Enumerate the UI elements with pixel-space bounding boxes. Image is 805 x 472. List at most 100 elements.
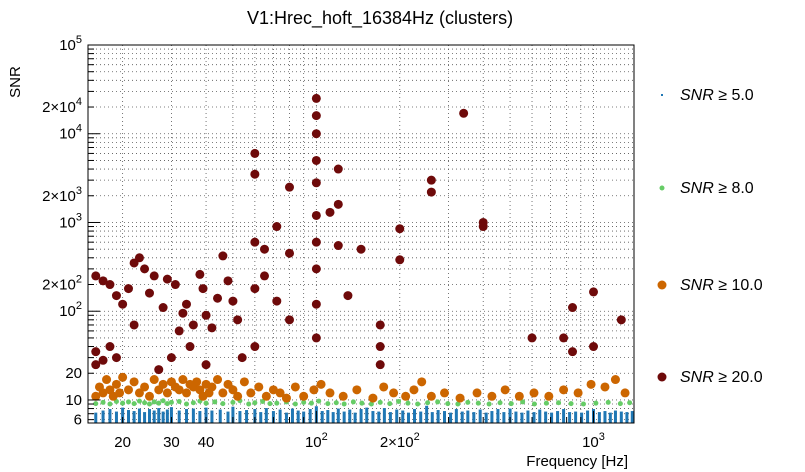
data-point xyxy=(311,111,321,121)
data-point xyxy=(316,379,326,389)
data-point xyxy=(111,353,121,363)
data-point xyxy=(478,222,488,232)
y-tick-label: 2×102 xyxy=(42,274,82,294)
data-point xyxy=(520,399,526,405)
data-point xyxy=(375,320,385,330)
data-point xyxy=(368,401,374,407)
series-3 xyxy=(91,93,626,375)
data-point xyxy=(100,399,106,405)
x-tick-label: 102 xyxy=(305,431,328,451)
data-point xyxy=(627,400,633,406)
data-point xyxy=(617,401,623,407)
data-point xyxy=(250,284,260,294)
legend-item: SNR ≥ 20.0 xyxy=(657,369,763,386)
data-point xyxy=(514,391,524,401)
data-point xyxy=(465,399,471,405)
data-point xyxy=(440,388,450,398)
y-tick-label: 103 xyxy=(59,211,82,231)
data-point xyxy=(239,377,249,387)
data-point xyxy=(185,342,195,352)
data-point xyxy=(218,251,228,261)
data-point xyxy=(341,401,347,407)
data-point xyxy=(192,377,202,387)
data-point xyxy=(426,187,436,197)
data-point xyxy=(123,385,133,395)
data-point xyxy=(246,401,252,407)
data-point xyxy=(333,400,339,406)
data-point xyxy=(181,388,191,398)
data-point xyxy=(284,182,294,192)
data-point xyxy=(356,244,366,254)
data-point xyxy=(93,401,99,407)
legend-marker xyxy=(657,372,667,382)
data-point xyxy=(170,280,180,290)
data-point xyxy=(396,399,402,405)
data-point xyxy=(213,375,223,385)
data-point xyxy=(107,401,113,407)
data-point xyxy=(395,224,405,234)
data-point xyxy=(190,400,196,406)
x-tick-label: 103 xyxy=(582,431,605,451)
data-point xyxy=(377,399,383,405)
data-point xyxy=(115,388,125,398)
axis-ticks: 20 30 40 102 2×102 103 6 10 20 102 2×102 103 2×103 10… xyxy=(42,34,605,451)
data-point xyxy=(593,400,599,406)
data-point xyxy=(250,148,260,158)
data-point xyxy=(237,353,247,363)
y-tick-label: 10 xyxy=(65,392,82,409)
series-0 xyxy=(94,405,634,423)
data-point xyxy=(151,399,157,405)
data-point xyxy=(201,310,211,320)
data-point xyxy=(174,326,184,336)
data-point xyxy=(350,399,356,405)
data-point xyxy=(543,400,549,406)
data-point xyxy=(325,388,335,398)
data-point xyxy=(259,271,269,281)
data-point xyxy=(311,333,321,343)
data-point xyxy=(368,393,378,403)
legend-item: SNR ≥ 10.0 xyxy=(657,277,763,294)
legend-label: SNR ≥ 8.0 xyxy=(680,180,754,197)
y-axis-label: SNR xyxy=(7,66,24,98)
data-point xyxy=(166,353,176,363)
data-point xyxy=(500,385,510,395)
plot-frame xyxy=(87,44,635,424)
data-point xyxy=(120,400,126,406)
data-point xyxy=(589,342,599,352)
data-point xyxy=(164,401,170,407)
data-point xyxy=(589,287,599,297)
data-point xyxy=(325,207,335,217)
data-point xyxy=(299,391,309,401)
data-point xyxy=(338,391,348,401)
data-point xyxy=(250,237,260,247)
data-point xyxy=(105,280,115,290)
data-point xyxy=(252,400,258,406)
data-point xyxy=(254,382,264,392)
data-point xyxy=(174,385,184,395)
data-point xyxy=(228,296,238,306)
data-point xyxy=(311,93,321,103)
series-2 xyxy=(91,372,630,403)
data-point xyxy=(568,303,578,313)
data-point xyxy=(415,401,421,407)
data-point xyxy=(140,264,150,274)
data-point xyxy=(426,391,436,401)
y-tick-label: 20 xyxy=(65,365,82,382)
legend-item: SNR ≥ 8.0 xyxy=(659,180,754,197)
data-point xyxy=(154,365,164,375)
legend: SNR ≥ 5.0 SNR ≥ 8.0 SNR ≥ 10.0 SNR ≥ 20.0 xyxy=(657,87,763,386)
data-point xyxy=(475,400,481,406)
data-point xyxy=(98,276,108,286)
data-point xyxy=(529,388,539,398)
data-point xyxy=(559,333,569,343)
legend-label: SNR ≥ 20.0 xyxy=(680,369,763,386)
data-point xyxy=(586,379,596,389)
data-point xyxy=(527,333,537,343)
data-point xyxy=(160,398,166,404)
data-point xyxy=(91,391,101,401)
data-point xyxy=(162,388,172,398)
data-point xyxy=(559,385,569,395)
data-point xyxy=(544,391,554,401)
data-point xyxy=(261,391,271,401)
